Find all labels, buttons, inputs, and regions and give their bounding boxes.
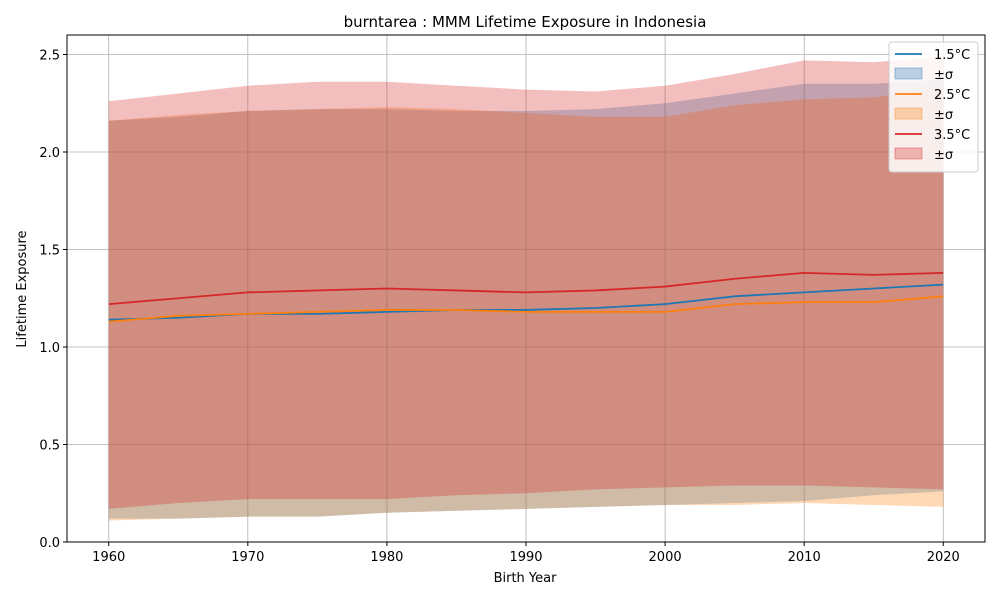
y-tick-label: 0.0 xyxy=(39,536,60,551)
legend-label: 3.5°C xyxy=(934,128,970,143)
y-tick-label: 2.0 xyxy=(39,146,60,161)
y-tick-label: 1.0 xyxy=(39,341,60,356)
x-tick-label: 1970 xyxy=(231,550,264,565)
x-tick-label: 1980 xyxy=(370,550,403,565)
legend-band-swatch xyxy=(894,107,923,120)
chart-title: burntarea : MMM Lifetime Exposure in Ind… xyxy=(344,13,707,31)
legend-label: 2.5°C xyxy=(934,88,970,103)
band-2.5°C xyxy=(108,87,944,521)
line-2.5°C xyxy=(108,295,944,323)
legend-box xyxy=(888,41,979,173)
x-tick-label: 1990 xyxy=(509,550,542,565)
legend-band-label: ±σ xyxy=(934,68,953,83)
y-tick-label: 2.5 xyxy=(39,49,60,64)
legend-label: 1.5°C xyxy=(934,48,970,63)
legend-band-swatch xyxy=(894,67,923,80)
legend-band-label: ±σ xyxy=(934,148,953,163)
y-axis-ticks: 0.0 0.5 1.0 1.5 2.0 2.5 xyxy=(39,49,67,551)
x-tick-label: 2020 xyxy=(927,550,960,565)
x-tick-label: 2000 xyxy=(649,550,682,565)
legend-band-label: ±σ xyxy=(934,108,953,123)
x-axis-ticks: 1960 1970 1980 1990 2000 2010 2020 xyxy=(92,542,960,565)
y-axis-label: Lifetime Exposure xyxy=(15,230,30,347)
band-3.5°C xyxy=(108,56,944,509)
legend-band-swatch xyxy=(894,147,923,160)
band-1.5°C xyxy=(108,79,944,519)
legend: 1.5°C ±σ 2.5°C ±σ 3.5°C ±σ xyxy=(888,41,979,173)
x-tick-label: 2010 xyxy=(788,550,821,565)
series-lines xyxy=(108,271,944,323)
x-tick-label: 1960 xyxy=(92,550,125,565)
x-axis-label: Birth Year xyxy=(494,571,558,586)
line-3.5°C xyxy=(108,271,944,305)
y-tick-label: 0.5 xyxy=(39,439,60,454)
uncertainty-bands xyxy=(108,56,944,521)
y-tick-label: 1.5 xyxy=(39,244,60,259)
